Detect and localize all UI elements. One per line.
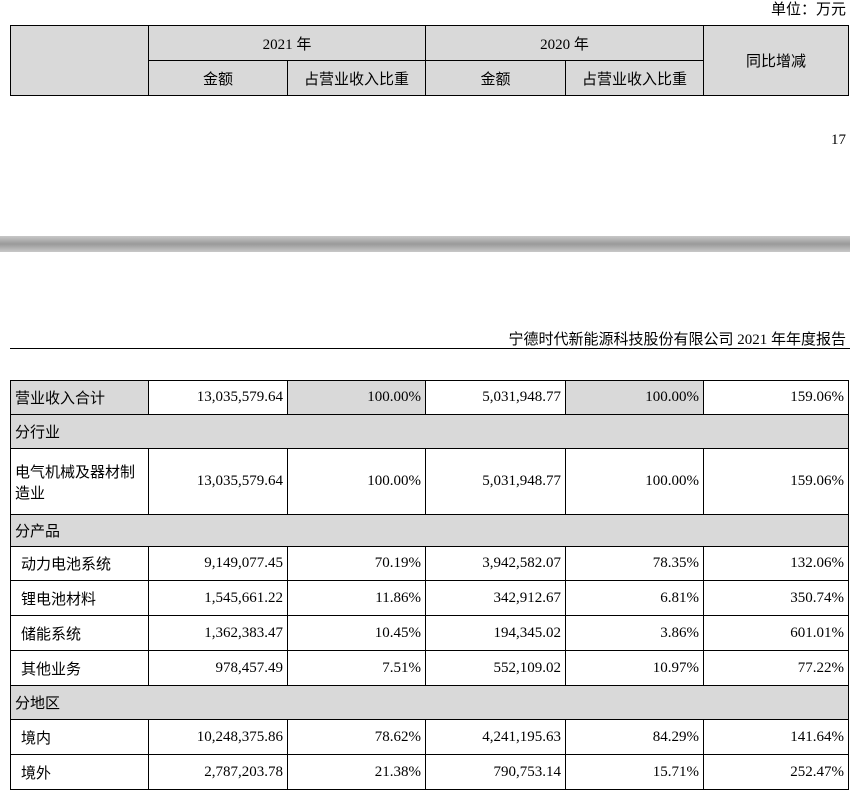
value-cell: 78.35% xyxy=(565,546,704,581)
label-cell: 境内 xyxy=(10,719,149,755)
value-cell: 100.00% xyxy=(287,448,426,515)
sub-header: 金额 xyxy=(425,60,567,96)
section-cell: 分行业 xyxy=(10,414,849,449)
label-cell: 动力电池系统 xyxy=(10,546,149,581)
sub-header: 金额 xyxy=(148,60,288,96)
page-break xyxy=(0,236,850,252)
value-cell: 252.47% xyxy=(703,754,849,790)
value-cell: 1,362,383.47 xyxy=(148,615,288,651)
body-table: 营业收入合计 13,035,579.64 100.00% 5,031,948.77 10… xyxy=(10,380,849,790)
unit: 单位：万元 xyxy=(770,2,846,18)
row: 储能系统 1,362,383.47 10.45% 194,345.02 3.86% 601… xyxy=(10,615,849,651)
value-cell: 70.19% xyxy=(287,546,426,581)
value-cell: 4,241,195.63 xyxy=(425,719,566,755)
blank-cell xyxy=(10,25,149,96)
row: 分行业 xyxy=(10,414,849,449)
row: 分地区 xyxy=(10,685,849,720)
value-cell: 1,545,661.22 xyxy=(148,580,288,616)
value-cell: 11.86% xyxy=(287,580,426,616)
value-cell: 21.38% xyxy=(287,754,426,790)
label-cell: 境外 xyxy=(10,754,149,790)
label-cell: 其他业务 xyxy=(10,650,149,686)
row: 营业收入合计 13,035,579.64 100.00% 5,031,948.77 10… xyxy=(10,380,849,415)
value-cell: 6.81% xyxy=(565,580,704,616)
sub-header: 占营业收入比重 xyxy=(286,60,427,96)
value-cell: 2,787,203.78 xyxy=(148,754,288,790)
row: 其他业务 978,457.49 7.51% 552,109.02 10.97% 77.22… xyxy=(10,650,849,686)
value-cell: 3,942,582.07 xyxy=(425,546,566,581)
section-cell: 分产品 xyxy=(10,514,849,547)
value-cell: 13,035,579.64 xyxy=(148,380,288,415)
value-cell: 790,753.14 xyxy=(425,754,566,790)
value-cell: 601.01% xyxy=(703,615,849,651)
row: 锂电池材料 1,545,661.22 11.86% 342,912.67 6.81% 35… xyxy=(10,580,849,616)
value-cell: 141.64% xyxy=(703,719,849,755)
change: 同比增减 xyxy=(703,25,850,96)
row: 境内 10,248,375.86 78.62% 4,241,195.63 84.29% 1… xyxy=(10,719,849,755)
value-cell: 159.06% xyxy=(703,380,849,415)
label-cell: 锂电池材料 xyxy=(10,580,149,616)
report-title: 宁德时代新能源科技股份有限公司 2021 年年度报告 xyxy=(508,332,846,348)
value-cell: 194,345.02 xyxy=(425,615,566,651)
row: 电气机械及器材制造业 13,035,579.64 100.00% 5,031,948.… xyxy=(10,448,849,515)
value-cell: 7.51% xyxy=(287,650,426,686)
label-cell: 电气机械及器材制造业 xyxy=(10,448,149,515)
value-cell: 342,912.67 xyxy=(425,580,566,616)
row: 境外 2,787,203.78 21.38% 790,753.14 15.71% 252.… xyxy=(10,754,849,790)
value-cell: 350.74% xyxy=(703,580,849,616)
row: 分产品 xyxy=(10,514,849,547)
sub-header: 占营业收入比重 xyxy=(565,60,705,96)
year-a: 2021 年 xyxy=(147,25,427,61)
value-cell: 100.00% xyxy=(565,380,704,415)
header-rule xyxy=(10,348,850,349)
year-b: 2020 年 xyxy=(425,25,705,61)
label-cell: 营业收入合计 xyxy=(10,380,149,415)
value-cell: 13,035,579.64 xyxy=(148,448,288,515)
value-cell: 3.86% xyxy=(565,615,704,651)
value-cell: 15.71% xyxy=(565,754,704,790)
value-cell: 978,457.49 xyxy=(148,650,288,686)
value-cell: 552,109.02 xyxy=(425,650,566,686)
page-number: 17 xyxy=(831,132,846,148)
value-cell: 5,031,948.77 xyxy=(425,380,566,415)
value-cell: 9,149,077.45 xyxy=(148,546,288,581)
row: 动力电池系统 9,149,077.45 70.19% 3,942,582.07 78.3… xyxy=(10,546,849,581)
value-cell: 100.00% xyxy=(565,448,704,515)
value-cell: 78.62% xyxy=(287,719,426,755)
label-cell: 储能系统 xyxy=(10,615,149,651)
value-cell: 10,248,375.86 xyxy=(148,719,288,755)
value-cell: 10.45% xyxy=(287,615,426,651)
value-cell: 100.00% xyxy=(287,380,426,415)
value-cell: 159.06% xyxy=(703,448,849,515)
value-cell: 77.22% xyxy=(703,650,849,686)
header-table: 2021 年 2020 年 同比增减 金额 占营业收入比重 金额 占营业收入比重 xyxy=(10,25,850,96)
value-cell: 5,031,948.77 xyxy=(425,448,566,515)
value-cell: 10.97% xyxy=(565,650,704,686)
value-cell: 84.29% xyxy=(565,719,704,755)
value-cell: 132.06% xyxy=(703,546,849,581)
section-cell: 分地区 xyxy=(10,685,849,720)
